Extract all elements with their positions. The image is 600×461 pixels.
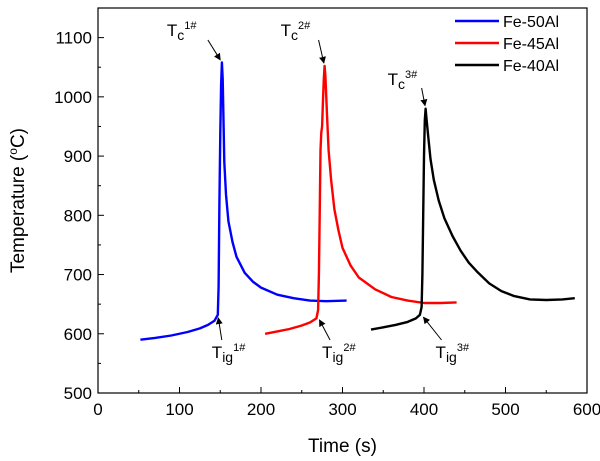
y-tick-label: 1100 (55, 29, 92, 48)
series-line-fe-40al (370, 107, 575, 331)
annotation-arrow (420, 87, 428, 107)
y-axis-title: Temperature (oC) (6, 128, 29, 273)
x-tick-label: 100 (165, 400, 193, 419)
y-tick-label: 500 (64, 384, 92, 403)
x-tick-label: 300 (328, 400, 356, 419)
series-line-fe-45al (264, 64, 457, 335)
legend-label: Fe-40Al (503, 58, 559, 75)
y-tick-label: 700 (64, 266, 92, 285)
x-tick-label: 600 (573, 400, 600, 419)
x-tick-label: 200 (247, 400, 275, 419)
legend-label: Fe-50Al (503, 14, 559, 31)
y-tick-label: 600 (64, 325, 92, 344)
annotation-arrow (207, 39, 221, 61)
x-tick-label: 0 (93, 400, 102, 419)
y-tick-label: 900 (64, 147, 92, 166)
x-axis-title: Time (s) (308, 436, 377, 457)
legend-label: Fe-45Al (503, 36, 559, 53)
annotation-arrow (215, 317, 223, 341)
x-tick-label: 500 (491, 400, 519, 419)
y-tick-label: 1000 (54, 88, 92, 107)
x-tick-label: 400 (410, 400, 438, 419)
annotation-label: Tc3# (388, 69, 419, 92)
series-line-fe-50al (140, 61, 347, 341)
y-tick-label: 800 (64, 206, 92, 225)
annotation-arrow (318, 39, 326, 64)
annotation-label: Tc1# (167, 20, 198, 43)
annotation-arrow (422, 316, 442, 341)
annotation-label: Tig1# (212, 342, 246, 365)
annotation-arrow (319, 319, 331, 341)
annotation-label: Tig3# (436, 342, 470, 365)
annotation-label: Tc2# (281, 20, 312, 43)
annotation-label: Tig2# (322, 342, 356, 365)
